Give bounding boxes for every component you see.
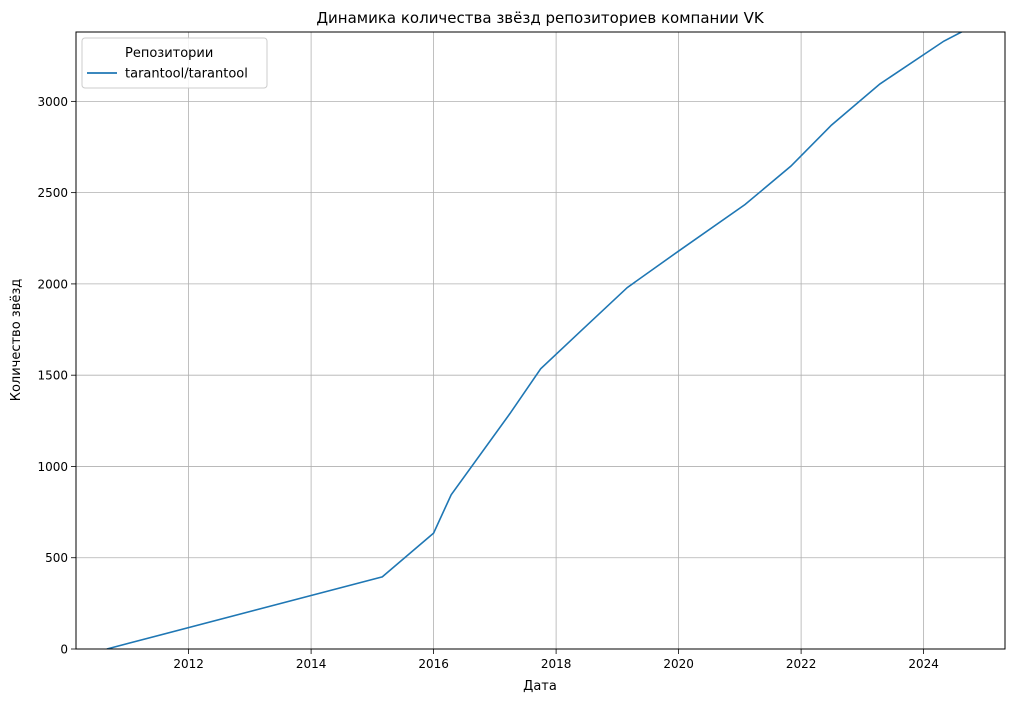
x-tick-label: 2016 — [418, 657, 449, 671]
plot-frame — [75, 31, 1006, 650]
chart-title: Динамика количества звёзд репозиториев к… — [316, 9, 765, 27]
x-axis: 2012 2014 2016 2018 2020 2022 2024 — [173, 649, 939, 671]
legend-entry: tarantool/tarantool — [125, 67, 248, 82]
series-line-tarantool — [106, 32, 964, 649]
legend-box — [81, 37, 268, 89]
y-tick-label: 2000 — [37, 277, 68, 291]
y-tick-label: 0 — [60, 643, 68, 657]
legend: Репозитории tarantool/tarantool — [81, 37, 268, 89]
y-axis: 0 500 1000 1500 2000 2500 3000 — [37, 95, 76, 657]
x-tick-label: 2014 — [296, 657, 327, 671]
x-tick-label: 2018 — [541, 657, 572, 671]
x-tick-label: 2012 — [173, 657, 204, 671]
grid — [76, 32, 1005, 650]
y-tick-label: 3000 — [37, 95, 68, 109]
y-tick-label: 500 — [45, 551, 68, 565]
y-tick-label: 1000 — [37, 460, 68, 474]
x-tick-label: 2020 — [663, 657, 694, 671]
y-axis-label: Количество звёзд — [9, 279, 24, 402]
x-axis-label: Дата — [523, 679, 557, 694]
x-tick-label: 2022 — [786, 657, 817, 671]
y-tick-label: 1500 — [37, 369, 68, 383]
legend-title: Репозитории — [125, 46, 213, 61]
y-tick-label: 2500 — [37, 186, 68, 200]
x-tick-label: 2024 — [908, 657, 939, 671]
